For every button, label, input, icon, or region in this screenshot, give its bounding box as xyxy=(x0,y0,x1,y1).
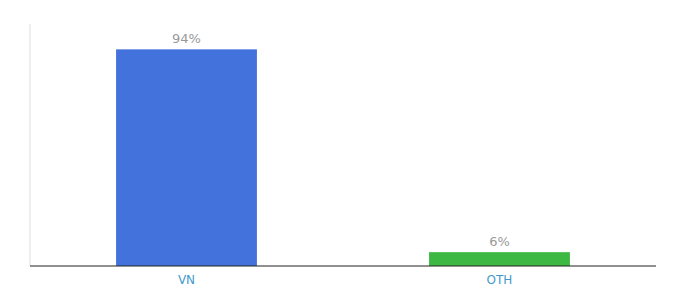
x-axis-line xyxy=(30,265,656,266)
x-tick-label: VN xyxy=(178,273,195,287)
data-label: 6% xyxy=(489,234,510,249)
chart: VN OTH 94% 6% xyxy=(0,0,680,300)
x-tick-label: OTH xyxy=(487,273,513,287)
data-label: 94% xyxy=(172,31,201,46)
bar xyxy=(116,49,257,266)
chart-container: VN OTH 94% 6% xyxy=(0,0,680,300)
bar xyxy=(429,252,570,266)
bars xyxy=(116,49,570,266)
y-axis-line xyxy=(30,24,31,266)
